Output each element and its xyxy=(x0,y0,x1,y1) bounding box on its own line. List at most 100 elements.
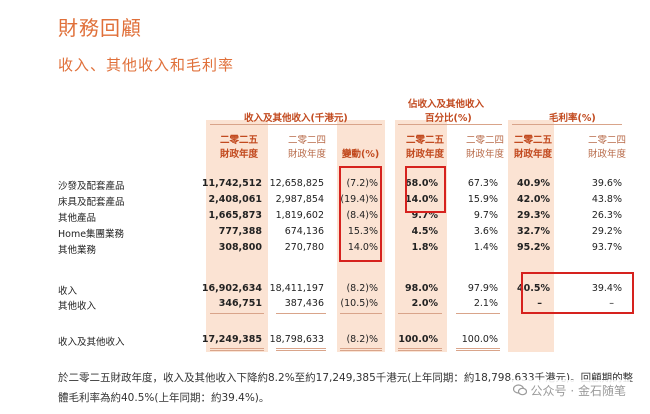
segment-label: 其他產品 xyxy=(58,213,97,224)
total-pct-prev: 100.0% xyxy=(461,334,498,345)
segment-rev-cur: 1,665,873 xyxy=(208,210,263,221)
segment-gm-prev: 26.3% xyxy=(591,210,622,221)
highlight-margin-box xyxy=(521,272,634,314)
segment-rev-prev: 1,819,602 xyxy=(275,210,324,221)
segment-change: (19.4)% xyxy=(340,194,378,205)
segment-gm-cur: 42.0% xyxy=(517,194,550,205)
total-double-rule-rev-cur xyxy=(210,348,264,351)
fy-header-rev-prev: 財政年度 xyxy=(288,149,327,160)
segment-rev-prev: 12,658,825 xyxy=(269,178,324,189)
total-double-rule-rev-prev xyxy=(276,348,326,351)
total-double-rule-pct-prev xyxy=(456,348,500,351)
header-group-revenue: 收入及其他收入(千港元) xyxy=(244,113,348,124)
segment-change: 15.3% xyxy=(347,226,378,237)
subtotal-rule-rev-cur xyxy=(210,313,264,314)
segment-rev-cur: 2,408,061 xyxy=(208,194,263,205)
segment-gm-prev: 29.2% xyxy=(591,226,622,237)
header-rule-1 xyxy=(210,124,382,125)
fy-header-rev-cur: 財政年度 xyxy=(220,149,259,160)
segment-pct-cur: 14.0% xyxy=(405,194,438,205)
revenue-gm-prev: 39.4% xyxy=(591,283,622,294)
other-income-rev-prev: 387,436 xyxy=(284,298,324,309)
highlight-change-box xyxy=(339,166,382,262)
section-subtitle: 收入、其他收入和毛利率 xyxy=(58,56,235,74)
wechat-icon xyxy=(512,384,527,396)
segment-pct-prev: 9.7% xyxy=(473,210,498,221)
segment-label: Home集團業務 xyxy=(58,229,125,240)
year-header-gm-cur: 二零二五 xyxy=(514,135,553,146)
segment-gm-cur: 95.2% xyxy=(517,242,550,253)
page-title: 財務回顧 xyxy=(58,16,142,40)
header-rule-3 xyxy=(512,124,622,125)
year-header-pct-cur: 二零二五 xyxy=(406,135,445,146)
fy-header-gm-cur: 財政年度 xyxy=(514,149,553,160)
header-group-gross-margin: 毛利率(%) xyxy=(549,113,596,124)
total-double-rule-change xyxy=(340,348,382,351)
total-rev-cur: 17,249,385 xyxy=(201,334,262,345)
revenue-rev-prev: 18,411,197 xyxy=(269,283,324,294)
other-income-pct-cur: 2.0% xyxy=(411,298,438,309)
segment-gm-prev: 93.7% xyxy=(591,242,622,253)
other-income-gm-cur: – xyxy=(537,298,542,309)
header-group-share-line2: 百分比(%) xyxy=(425,113,472,124)
segment-pct-prev: 1.4% xyxy=(473,242,498,253)
year-header-rev-cur: 二零二五 xyxy=(220,135,259,146)
footer-text-line1: 於二零二五財政年度，收入及其他收入下降約8.2%至約17,249,385千港元(… xyxy=(58,372,634,384)
segment-pct-prev: 67.3% xyxy=(467,178,498,189)
segment-rev-cur: 308,800 xyxy=(218,242,262,253)
segment-pct-cur: 68.0% xyxy=(405,178,438,189)
revenue-rev-cur: 16,902,634 xyxy=(201,283,262,294)
segment-pct-prev: 3.6% xyxy=(473,226,498,237)
footer-text-line2: 體毛利率為約40.5%(上年同期：約39.4%)。 xyxy=(58,392,270,404)
subtotal-rule-pct-cur xyxy=(398,313,442,314)
total-pct-cur: 100.0% xyxy=(398,334,438,345)
year-header-gm-prev: 二零二四 xyxy=(588,135,627,146)
total-rev-prev: 18,798,633 xyxy=(269,334,324,345)
segment-gm-prev: 43.8% xyxy=(591,194,622,205)
subtotal-rule-change xyxy=(340,313,382,314)
segment-change: 14.0% xyxy=(347,242,378,253)
other-income-pct-prev: 2.1% xyxy=(473,298,498,309)
segment-pct-cur: 1.8% xyxy=(411,242,438,253)
fy-header-pct-prev: 財政年度 xyxy=(466,149,505,160)
header-group-share-line1: 佔收入及其他收入 xyxy=(408,99,485,110)
revenue-pct-prev: 97.9% xyxy=(467,283,498,294)
segment-gm-cur: 29.3% xyxy=(517,210,550,221)
watermark: 公众号 · 金石随笔 xyxy=(508,380,630,401)
other-income-gm-prev: – xyxy=(609,298,614,309)
segment-pct-prev: 15.9% xyxy=(467,194,498,205)
header-rule-2 xyxy=(398,124,502,125)
other-income-change: (10.5)% xyxy=(340,298,378,309)
total-double-rule-pct-cur xyxy=(398,348,442,351)
revenue-change: (8.2)% xyxy=(346,283,378,294)
subtotal-rule-rev-prev xyxy=(276,313,326,314)
revenue-label: 收入 xyxy=(58,286,78,297)
segment-change: (8.4)% xyxy=(346,210,378,221)
segment-rev-cur: 11,742,512 xyxy=(201,178,262,189)
other-income-label: 其他收入 xyxy=(58,301,97,312)
segment-rev-cur: 777,388 xyxy=(218,226,262,237)
segment-gm-cur: 32.7% xyxy=(517,226,550,237)
revenue-gm-cur: 40.5% xyxy=(517,283,550,294)
year-header-rev-prev: 二零二四 xyxy=(288,135,327,146)
year-header-pct-prev: 二零二四 xyxy=(466,135,505,146)
segment-gm-prev: 39.6% xyxy=(591,178,622,189)
segment-rev-prev: 2,987,854 xyxy=(275,194,324,205)
segment-rev-prev: 674,136 xyxy=(284,226,324,237)
segment-gm-cur: 40.9% xyxy=(517,178,550,189)
segment-label: 床具及配套產品 xyxy=(58,197,125,208)
total-label: 收入及其他收入 xyxy=(58,337,125,348)
change-header: 變動(%) xyxy=(342,149,380,160)
watermark-text: 公众号 · 金石随笔 xyxy=(530,384,626,398)
total-change: (8.2)% xyxy=(346,334,378,345)
subtotal-rule-pct-prev xyxy=(456,313,500,314)
highlight-share-box xyxy=(405,166,446,213)
segment-rev-prev: 270,780 xyxy=(284,242,324,253)
segment-pct-cur: 4.5% xyxy=(411,226,438,237)
fy-header-gm-prev: 財政年度 xyxy=(588,149,627,160)
fy-header-pct-cur: 財政年度 xyxy=(406,149,445,160)
segment-change: (7.2)% xyxy=(346,178,378,189)
segment-pct-cur: 9.7% xyxy=(411,210,438,221)
segment-label: 沙發及配套產品 xyxy=(58,181,125,192)
other-income-rev-cur: 346,751 xyxy=(218,298,262,309)
